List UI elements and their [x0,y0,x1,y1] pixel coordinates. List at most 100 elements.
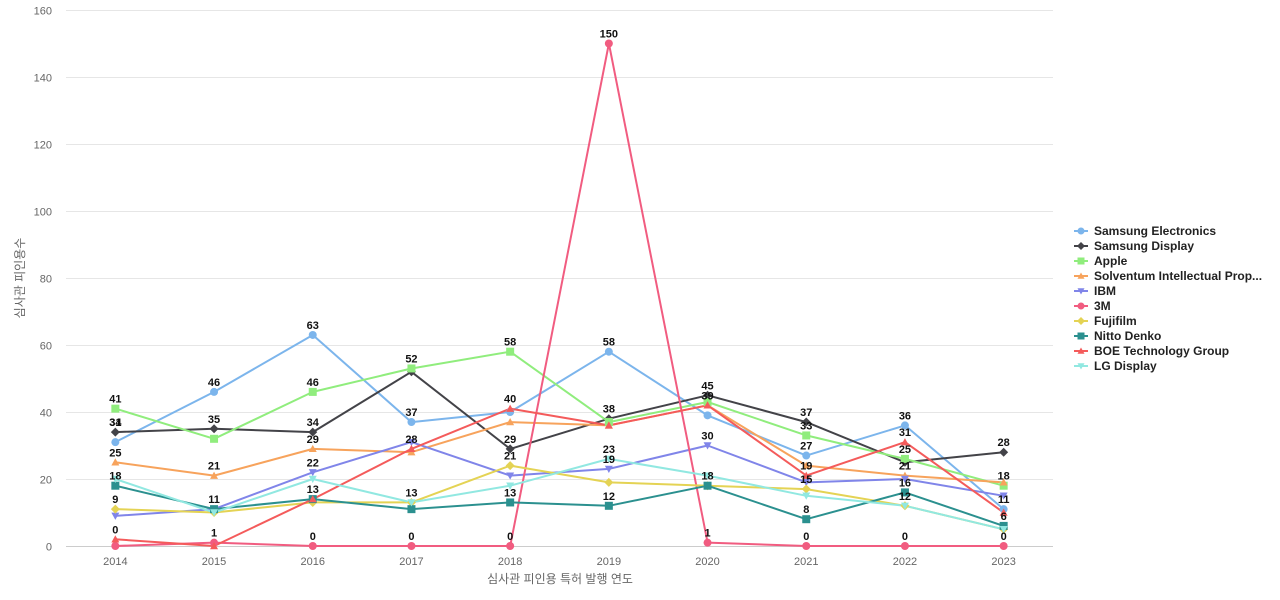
data-point [111,458,120,466]
data-point [703,481,712,490]
data-label: 19 [603,454,615,466]
legend-item[interactable]: LG Display [1074,359,1157,373]
series-line-1 [114,370,1005,464]
y-tick-label: 40 [40,408,52,420]
legend-label: IBM [1094,284,1116,298]
data-point [505,444,515,454]
data-point [999,508,1008,516]
data-point [210,471,219,479]
legend-label: Samsung Electronics [1094,224,1216,238]
x-tick-label: 2018 [498,556,522,568]
legend-label: Apple [1094,254,1128,268]
data-label: 46 [208,377,220,389]
data-point [407,418,416,427]
legend-label: 3M [1094,299,1111,313]
data-point [308,387,317,396]
data-label: 150 [600,29,618,41]
data-label: 8 [803,504,809,516]
data-label: 12 [899,491,911,503]
data-label: 11 [998,494,1010,506]
data-point [802,479,811,487]
legend-label: BOE Technology Group [1094,344,1229,358]
data-point [308,495,317,503]
legend-item[interactable]: IBM [1074,284,1116,298]
legend-marker [1077,347,1085,354]
x-tick-label: 2023 [991,556,1015,568]
legend-item[interactable]: Solventum Intellectual Prop... [1074,269,1262,283]
y-tick-label: 20 [40,475,52,487]
data-label: 18 [109,471,121,483]
legend-marker [1077,257,1085,265]
data-point [900,438,909,446]
data-label: 45 [701,380,713,392]
data-point [308,330,317,339]
data-label: 27 [800,441,812,453]
data-point [506,418,515,426]
data-point [999,478,1008,486]
legend-item[interactable]: Apple [1074,254,1128,268]
legend-item[interactable]: Fujifilm [1074,314,1137,328]
data-point [999,521,1008,530]
legend-item[interactable]: Samsung Electronics [1074,224,1216,238]
data-point [308,542,317,550]
x-tick-label: 2014 [103,556,127,568]
data-point [802,492,811,500]
data-label: 46 [307,377,319,389]
data-point [604,421,613,429]
data-point [703,411,712,420]
data-point [802,515,811,524]
y-tick-label: 160 [34,6,52,18]
legend-item[interactable]: BOE Technology Group [1074,344,1229,358]
data-point [407,438,416,447]
data-label: 0 [112,524,118,536]
data-point [604,455,613,463]
data-label: 6 [1001,511,1007,523]
data-point [209,424,219,434]
legend-label: Solventum Intellectual Prop... [1094,269,1262,283]
data-point [703,472,712,480]
series-line-5 [114,42,1005,547]
legend-item[interactable]: 3M [1074,299,1111,313]
data-point [505,461,515,471]
data-label: 58 [504,337,516,349]
data-label: 33 [800,420,812,432]
data-label: 19 [800,461,812,473]
data-point [111,404,120,413]
data-label: 40 [504,394,516,406]
legend-item[interactable]: Samsung Display [1074,239,1194,253]
data-point [407,364,416,373]
data-point [407,505,416,514]
data-label: 1 [211,528,217,540]
data-label: 39 [701,390,713,402]
legend-marker [1077,317,1085,325]
data-label: 31 [899,427,911,439]
data-label: 25 [899,444,911,456]
data-label: 13 [405,487,417,499]
x-tick-label: 2016 [301,556,325,568]
data-point [506,472,515,480]
legend-item[interactable]: Nitto Denko [1074,329,1161,343]
x-tick-label: 2019 [597,556,621,568]
data-label: 37 [405,407,417,419]
y-tick-label: 100 [34,207,52,219]
data-label: 38 [603,404,615,416]
data-label: 29 [504,434,516,446]
data-label: 0 [408,531,414,543]
data-point [506,347,515,356]
data-point [308,427,318,437]
x-tick-label: 2015 [202,556,226,568]
data-point [604,39,613,48]
data-label: 34 [109,417,122,429]
x-tick-label: 2020 [695,556,719,568]
data-point [999,447,1009,457]
series-lines [114,42,1005,547]
data-point [999,526,1008,534]
data-label: 22 [307,457,319,469]
data-point [604,501,613,510]
data-point [802,471,811,479]
data-label: 63 [307,320,319,332]
data-point [407,444,416,453]
data-point [210,434,219,443]
x-tick-label: 2017 [399,556,423,568]
